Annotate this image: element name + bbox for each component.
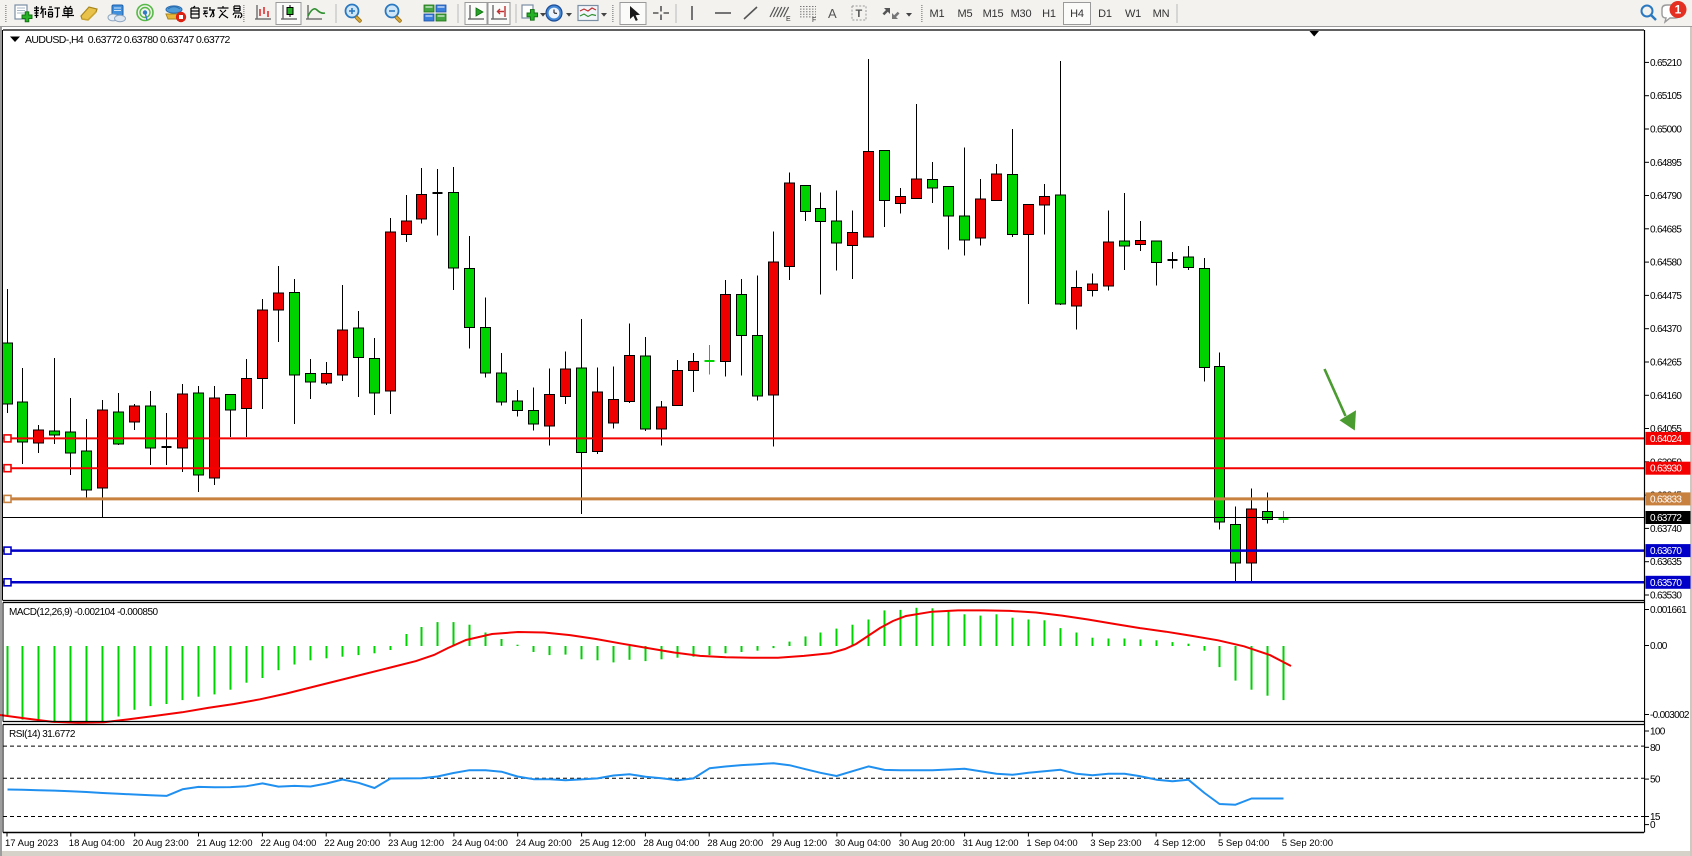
svg-text:22 Aug 20:00: 22 Aug 20:00 — [324, 838, 380, 849]
svg-text:0.63740: 0.63740 — [1650, 524, 1682, 535]
svg-text:0.63570: 0.63570 — [1650, 578, 1682, 589]
svg-text:28 Aug 20:00: 28 Aug 20:00 — [707, 838, 763, 849]
svg-text:MN: MN — [1153, 8, 1170, 20]
svg-text:W1: W1 — [1125, 8, 1141, 20]
svg-text:0.63635: 0.63635 — [1650, 557, 1682, 568]
svg-text:0.65210: 0.65210 — [1650, 58, 1682, 69]
svg-text:17 Aug 2023: 17 Aug 2023 — [5, 838, 58, 849]
svg-text:3 Sep 23:00: 3 Sep 23:00 — [1090, 838, 1141, 849]
svg-text:H1: H1 — [1042, 8, 1056, 20]
svg-text:M15: M15 — [983, 8, 1004, 20]
svg-text:0.64160: 0.64160 — [1650, 391, 1682, 402]
svg-text:0.63930: 0.63930 — [1650, 464, 1682, 475]
svg-text:24 Aug 20:00: 24 Aug 20:00 — [516, 838, 572, 849]
svg-text:100: 100 — [1650, 727, 1666, 738]
svg-text:20 Aug 23:00: 20 Aug 23:00 — [133, 838, 189, 849]
svg-text:E: E — [786, 16, 791, 23]
svg-text:18 Aug 04:00: 18 Aug 04:00 — [69, 838, 125, 849]
svg-text:0.64580: 0.64580 — [1650, 258, 1682, 269]
svg-text:0.63833: 0.63833 — [1650, 494, 1682, 505]
svg-text:30 Aug 04:00: 30 Aug 04:00 — [835, 838, 891, 849]
svg-text:0.64265: 0.64265 — [1650, 358, 1682, 369]
svg-text:0.65000: 0.65000 — [1650, 125, 1682, 136]
svg-text:AUDUSD-,H4 0.63772 0.63780 0.: AUDUSD-,H4 0.63772 0.63780 0.63747 0.637… — [25, 34, 231, 46]
svg-text:RSI(14) 31.6772: RSI(14) 31.6772 — [9, 729, 76, 740]
svg-text:T: T — [856, 8, 863, 20]
svg-text:A: A — [828, 6, 837, 21]
svg-text:M5: M5 — [958, 8, 973, 20]
svg-text:24 Aug 04:00: 24 Aug 04:00 — [452, 838, 508, 849]
svg-text:23 Aug 12:00: 23 Aug 12:00 — [388, 838, 444, 849]
svg-text:0.001661: 0.001661 — [1650, 605, 1687, 616]
svg-text:30 Aug 20:00: 30 Aug 20:00 — [899, 838, 955, 849]
svg-text:0.64790: 0.64790 — [1650, 191, 1682, 202]
svg-text:M30: M30 — [1011, 8, 1032, 20]
svg-text:29 Aug 12:00: 29 Aug 12:00 — [771, 838, 827, 849]
svg-text:F: F — [812, 17, 816, 24]
svg-text:0.64055: 0.64055 — [1650, 424, 1682, 435]
svg-text:D1: D1 — [1098, 8, 1112, 20]
svg-text:22 Aug 04:00: 22 Aug 04:00 — [260, 838, 316, 849]
svg-text:0.64024: 0.64024 — [1650, 434, 1682, 445]
svg-text:0.64475: 0.64475 — [1650, 291, 1682, 302]
svg-text:21 Aug 12:00: 21 Aug 12:00 — [197, 838, 253, 849]
svg-text:0.64895: 0.64895 — [1650, 158, 1682, 169]
svg-text:31 Aug 12:00: 31 Aug 12:00 — [963, 838, 1019, 849]
svg-text:H4: H4 — [1070, 8, 1084, 20]
svg-text:0.63670: 0.63670 — [1650, 546, 1682, 557]
svg-text:M1: M1 — [930, 8, 945, 20]
svg-text:0.64685: 0.64685 — [1650, 224, 1682, 235]
svg-text:1: 1 — [1675, 3, 1682, 17]
svg-text:5 Sep 04:00: 5 Sep 04:00 — [1218, 838, 1269, 849]
svg-text:MACD(12,26,9) -0.002104 -0.000: MACD(12,26,9) -0.002104 -0.000850 — [9, 607, 159, 618]
svg-text:15: 15 — [1650, 812, 1661, 823]
svg-text:0.63772: 0.63772 — [1650, 513, 1682, 524]
svg-text:4 Sep 12:00: 4 Sep 12:00 — [1154, 838, 1205, 849]
svg-text:5 Sep 20:00: 5 Sep 20:00 — [1282, 838, 1333, 849]
svg-text:0.00: 0.00 — [1650, 641, 1668, 652]
svg-text:1 Sep 04:00: 1 Sep 04:00 — [1026, 838, 1077, 849]
svg-text:0: 0 — [1650, 820, 1656, 831]
svg-text:0.65105: 0.65105 — [1650, 91, 1682, 102]
svg-text:80: 80 — [1650, 743, 1661, 754]
svg-text:25 Aug 12:00: 25 Aug 12:00 — [580, 838, 636, 849]
svg-text:-0.003002: -0.003002 — [1650, 710, 1690, 721]
svg-text:0.64370: 0.64370 — [1650, 324, 1682, 335]
svg-text:50: 50 — [1650, 775, 1661, 786]
svg-text:0.63530: 0.63530 — [1650, 591, 1682, 602]
svg-text:28 Aug 04:00: 28 Aug 04:00 — [643, 838, 699, 849]
